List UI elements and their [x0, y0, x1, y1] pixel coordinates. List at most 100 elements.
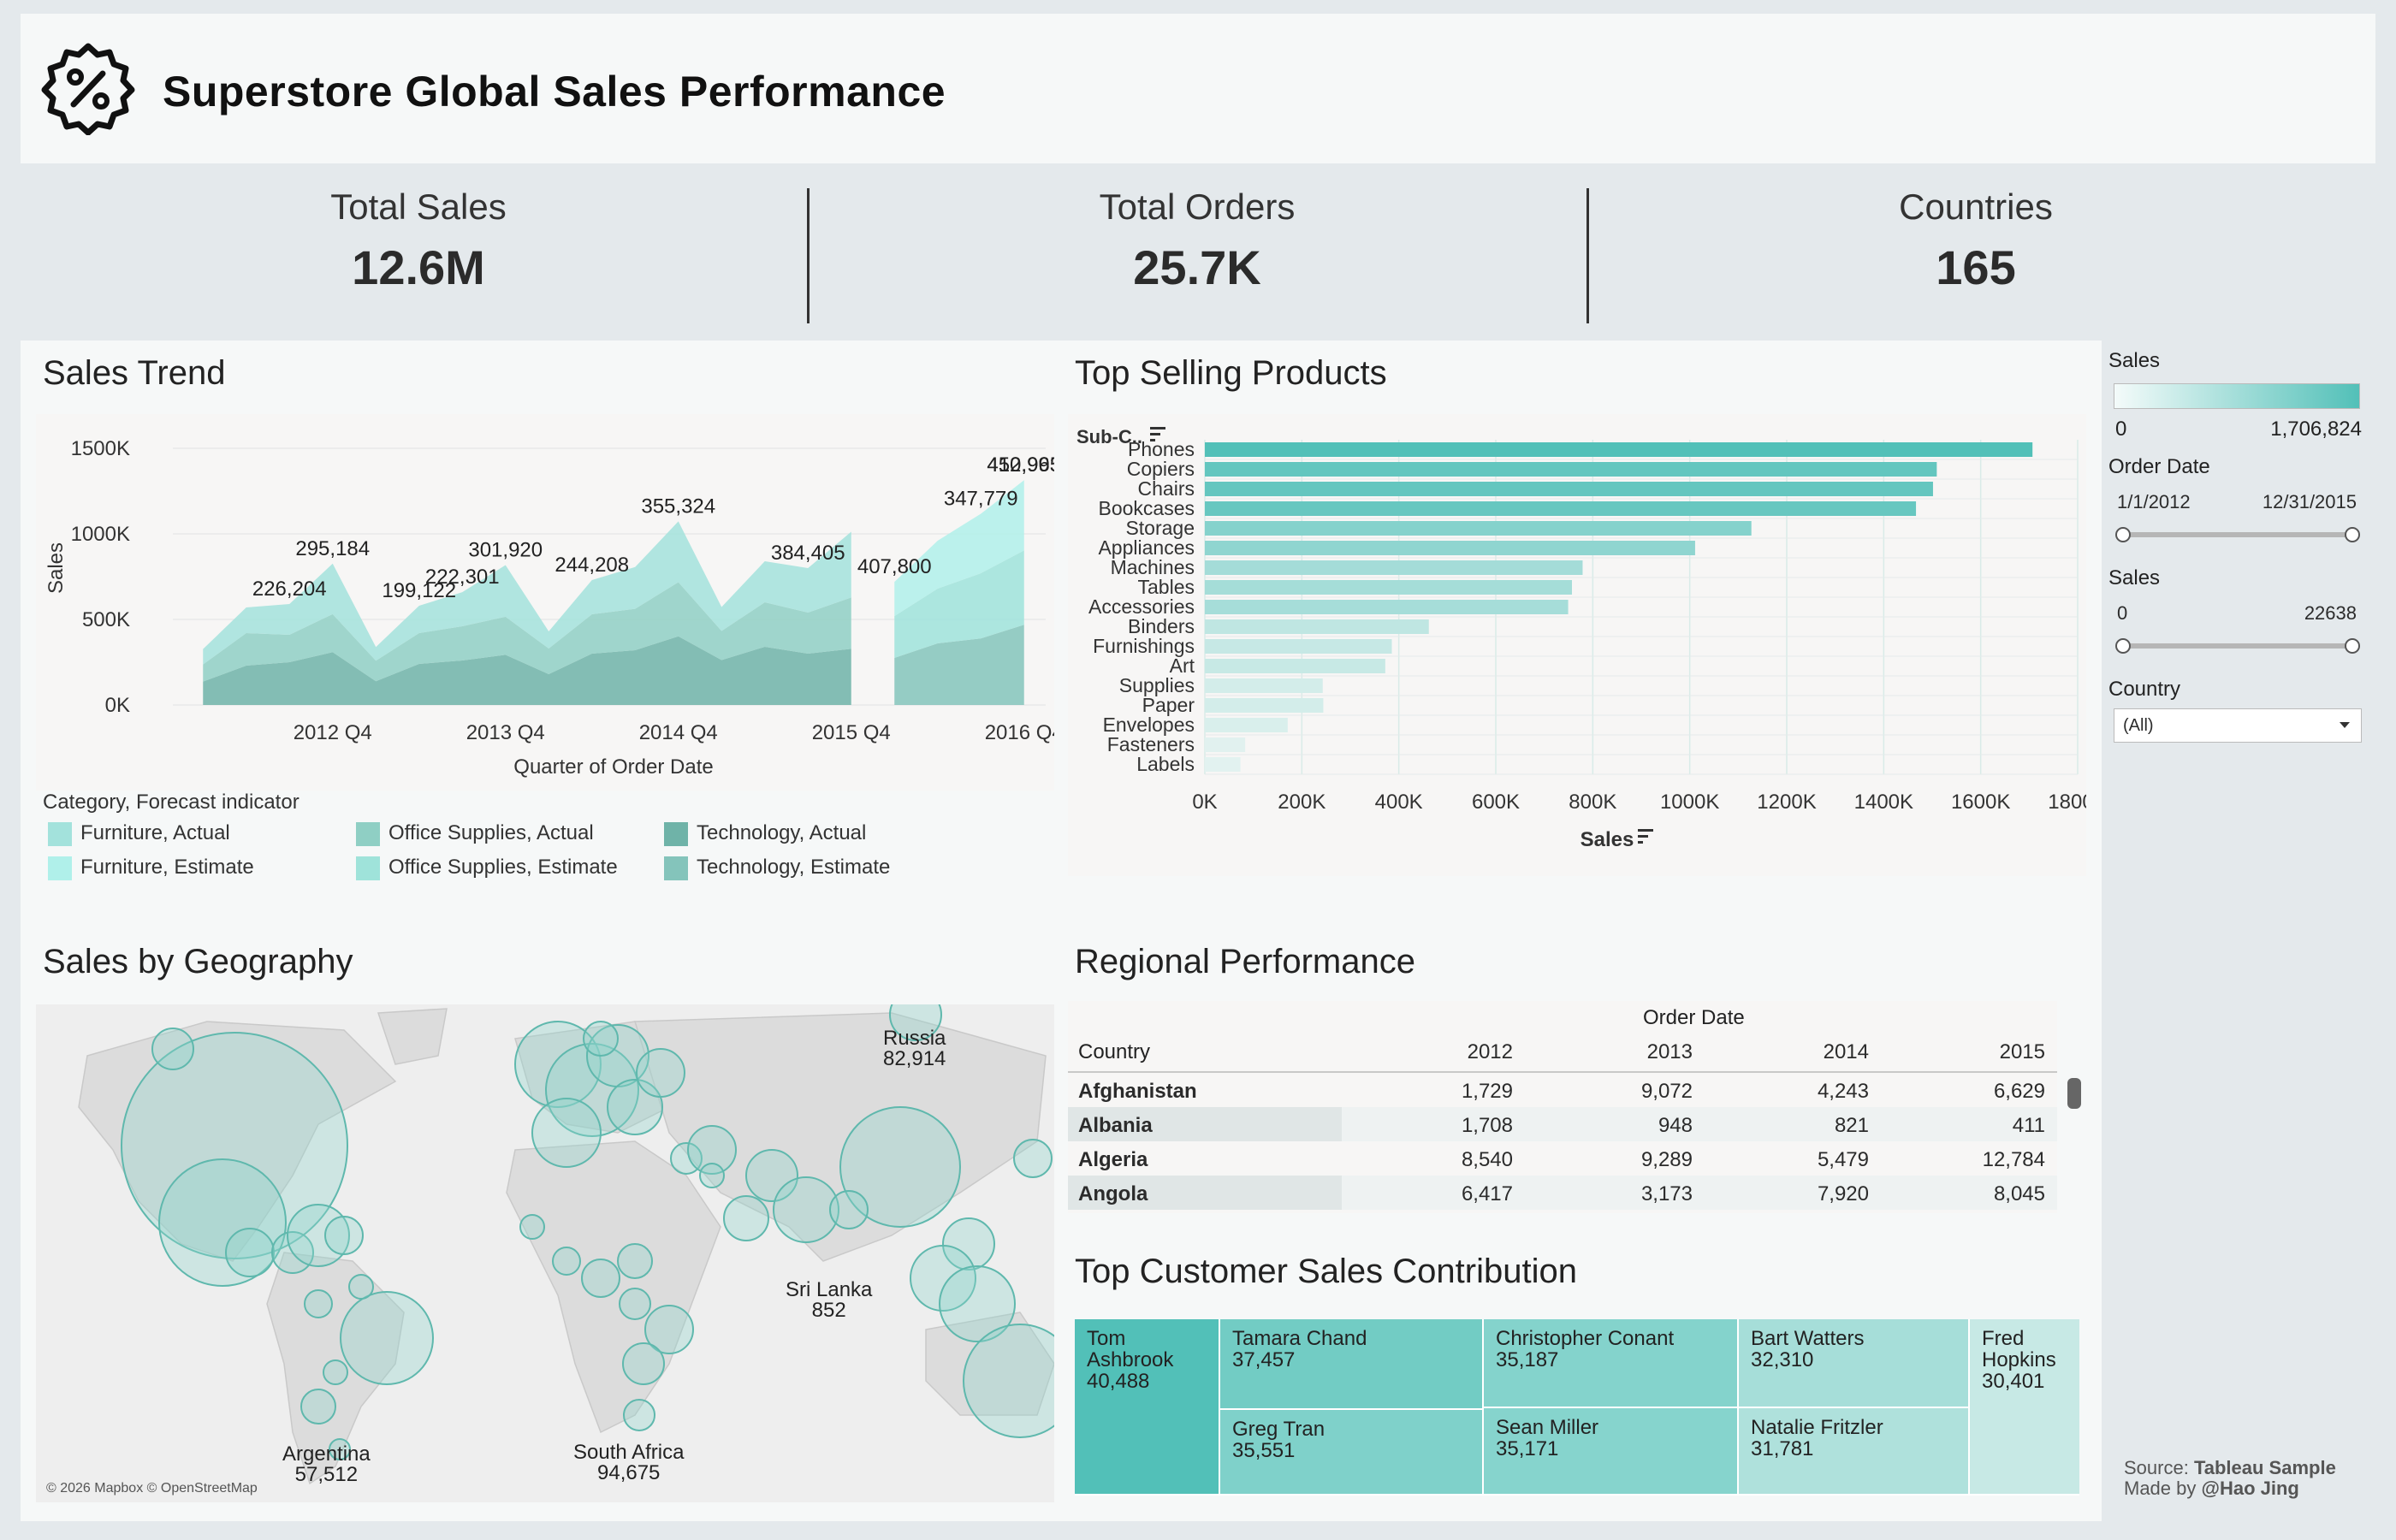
map-bubble-india[interactable]	[839, 1106, 961, 1228]
map-bubble-canada[interactable]	[151, 1028, 194, 1070]
sales-range-slider-track[interactable]	[2122, 643, 2352, 649]
value-cell: 4,243	[1817, 1080, 1869, 1103]
map-bubble-australia[interactable]	[963, 1324, 1054, 1438]
customer-value: 40,488	[1087, 1370, 1150, 1393]
map-bubble[interactable]	[348, 1274, 374, 1300]
treemap-cell-greg-tran[interactable]: Greg Tran 35,551	[1220, 1410, 1484, 1496]
map-bubble-mexico[interactable]	[158, 1158, 287, 1287]
map-bubble[interactable]	[617, 1243, 653, 1279]
kpi-value: 12.6M	[352, 240, 485, 294]
table-row[interactable]: Albania 1,708 948 821 411	[1068, 1107, 2057, 1141]
map-bubble[interactable]	[583, 1021, 619, 1057]
data-label: 244,208	[555, 554, 629, 577]
legend-item[interactable]: Office Supplies, Actual	[356, 821, 594, 846]
sales-range-slider-handle-start[interactable]	[2115, 638, 2131, 654]
legend-item[interactable]: Technology, Actual	[664, 821, 866, 846]
value-cell: 948	[1658, 1114, 1693, 1137]
customers-title: Top Customer Sales Contribution	[1075, 1253, 1577, 1290]
map-bubble[interactable]	[910, 1245, 976, 1312]
map-bubble[interactable]	[644, 1305, 694, 1354]
map-bubble-argentina[interactable]	[329, 1438, 351, 1460]
x-tick-label: 0K	[1192, 791, 1217, 814]
treemap-cell-tamara-chand[interactable]: Tamara Chand 37,457	[1220, 1319, 1484, 1410]
country-cell: Algeria	[1078, 1148, 1148, 1171]
map-bubble-russia[interactable]	[889, 1004, 942, 1041]
kpi-divider	[807, 188, 810, 323]
area-office-supplies-estimate	[894, 550, 1024, 658]
country-filter-label: Country	[2108, 678, 2181, 701]
map-bubble[interactable]	[773, 1176, 839, 1243]
map-bubble[interactable]	[323, 1359, 348, 1385]
map-bubble[interactable]	[1013, 1139, 1053, 1178]
treemap-cell-fred-hopkins[interactable]: Fred Hopkins 30,401	[1970, 1319, 2079, 1496]
regional-title: Regional Performance	[1075, 943, 1415, 980]
map-bubble[interactable]	[745, 1149, 798, 1202]
country-dropdown[interactable]: (All)	[2114, 708, 2362, 743]
map-bubble[interactable]	[581, 1259, 620, 1298]
map-bubble[interactable]	[623, 1399, 655, 1431]
sales-trend-chart[interactable]: 0K 500K 1000K 1500K Sales 295,184 226,204 199,1…	[36, 414, 1054, 791]
category-label: Accessories	[1088, 595, 1195, 618]
map-bubble[interactable]	[300, 1389, 336, 1424]
category-label: Fasteners	[1107, 733, 1195, 755]
map-bubble[interactable]	[514, 1021, 602, 1108]
sales-range-slider-handle-end[interactable]	[2345, 638, 2360, 654]
map-bubble[interactable]	[699, 1163, 725, 1188]
map-bubble[interactable]	[723, 1195, 769, 1241]
treemap-cell-natalie-fritzler[interactable]: Natalie Fritzler 31,781	[1739, 1408, 1970, 1496]
map-bubble[interactable]	[687, 1125, 737, 1175]
sales-trend-chart-panel[interactable]: 0K 500K 1000K 1500K Sales 295,184 226,204 199,1…	[36, 414, 1054, 791]
legend-item[interactable]: Furniture, Actual	[48, 821, 230, 846]
table-row[interactable]: Angola 6,417 3,173 7,920 8,045	[1068, 1176, 2057, 1210]
map-bubble[interactable]	[942, 1217, 995, 1270]
sales-color-legend-label: Sales	[2108, 349, 2161, 372]
map-bubble[interactable]	[552, 1247, 581, 1276]
sort-icon-bar	[1638, 835, 1648, 838]
map-bubble[interactable]	[636, 1048, 685, 1098]
order-date-slider-track[interactable]	[2122, 532, 2352, 537]
legend-swatch	[664, 821, 688, 846]
map-bubble[interactable]	[324, 1216, 364, 1255]
order-date-slider-handle-start[interactable]	[2115, 527, 2131, 542]
map-bubbles[interactable]	[121, 1004, 1054, 1460]
bar-fasteners	[1205, 737, 1246, 752]
data-label: 199,122	[382, 579, 456, 602]
map-bubble[interactable]	[519, 1214, 545, 1240]
map-bubble[interactable]	[225, 1228, 275, 1277]
data-label: 226,204	[252, 578, 327, 601]
map-bubble[interactable]	[622, 1342, 665, 1385]
map-bubble-usa[interactable]	[121, 1032, 348, 1259]
treemap-cell-tom-ashbrook[interactable]: Tom Ashbrook 40,488	[1075, 1319, 1220, 1496]
map-bubble[interactable]	[829, 1190, 869, 1229]
treemap-cell-bart-watters[interactable]: Bart Watters 32,310	[1739, 1319, 1970, 1408]
world-map[interactable]: © 2026 Mapbox © OpenStreetMap	[36, 1004, 1054, 1502]
bar-paper	[1205, 698, 1324, 713]
legend-item[interactable]: Office Supplies, Estimate	[356, 856, 618, 880]
bar-binders	[1205, 619, 1429, 634]
table-scrollbar[interactable]	[2067, 1078, 2081, 1109]
top-products-chart-panel[interactable]: 0K 200K 400K 600K 800K 1000K 1200K 1400K 1600K 18…	[1068, 414, 2086, 876]
treemap-cell-christopher-conant[interactable]: Christopher Conant 35,187	[1484, 1319, 1739, 1408]
map-bubble[interactable]	[619, 1288, 651, 1320]
customer-treemap[interactable]: Tom Ashbrook 40,488 Tamara Chand 37,457 …	[1075, 1319, 2079, 1496]
table-row[interactable]: Algeria 8,540 9,289 5,479 12,784	[1068, 1141, 2057, 1176]
legend-item[interactable]: Furniture, Estimate	[48, 856, 254, 880]
value-cell: 9,289	[1640, 1148, 1693, 1171]
map-bubble[interactable]	[939, 1265, 1016, 1342]
category-label: Paper	[1142, 694, 1195, 716]
map-bubble[interactable]	[304, 1289, 333, 1318]
map-label-name: South Africa	[573, 1441, 685, 1464]
map-bubble-brazil[interactable]	[340, 1291, 434, 1385]
legend-item[interactable]: Technology, Estimate	[664, 856, 890, 880]
top-products-chart[interactable]: 0K 200K 400K 600K 800K 1000K 1200K 1400K 1600K 18…	[1068, 414, 2086, 876]
geography-map[interactable]: © 2026 Mapbox © OpenStreetMap Russia 82,…	[36, 1004, 1054, 1502]
map-bubble[interactable]	[545, 1043, 639, 1137]
table-row[interactable]: Afghanistan 1,729 9,072 4,243 6,629	[1068, 1073, 2057, 1107]
order-date-start: 1/1/2012	[2117, 491, 2191, 512]
value-cell: 1,729	[1461, 1080, 1513, 1103]
map-bubble[interactable]	[531, 1098, 602, 1168]
treemap-cell-sean-miller[interactable]: Sean Miller 35,171	[1484, 1408, 1739, 1496]
kpi-divider	[1586, 188, 1589, 323]
order-date-slider-handle-end[interactable]	[2345, 527, 2360, 542]
value-cell: 6,417	[1461, 1182, 1513, 1205]
